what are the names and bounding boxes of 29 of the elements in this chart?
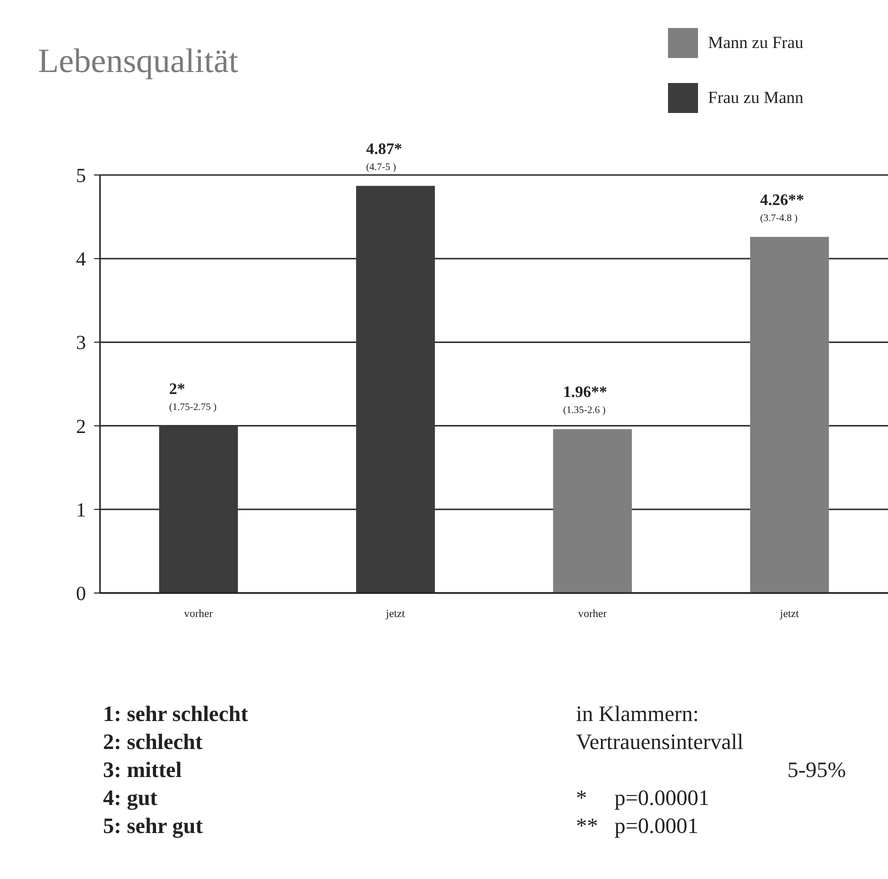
x-tick-label: vorher: [578, 608, 608, 620]
text: 3: mittel: [103, 757, 182, 782]
x-tick-label: jetzt: [779, 608, 799, 620]
x-tick-label: jetzt: [385, 608, 405, 620]
text: 5-95%: [787, 757, 846, 782]
y-tick-label: 1: [76, 499, 86, 522]
y-tick-label: 5: [76, 165, 86, 187]
data-label: 4.87* (4.7-5 ): [366, 140, 402, 173]
legend-label: Frau zu Mann: [708, 88, 804, 107]
bar: [750, 236, 829, 593]
text: Vertrauensintervall: [576, 729, 744, 754]
x-tick-label: vorher: [184, 608, 214, 620]
data-label: 1.96** (1.35-2.6 ): [563, 384, 608, 416]
y-tick-label: 0: [76, 583, 86, 605]
data-label: 2* (1.75-2.75 ): [169, 380, 217, 413]
text: 4: gut: [103, 785, 158, 810]
data-label: 4.26** (3.7-4.8 ): [760, 192, 804, 224]
bar: [553, 429, 632, 593]
y-tick-label: 3: [76, 332, 86, 354]
y-tick-label: 4: [76, 248, 86, 271]
text: in Klammern:: [576, 701, 699, 726]
chart-title: Lebensqualität: [38, 43, 239, 80]
text: 1: sehr schlecht: [103, 701, 249, 726]
text: * p=0.00001: [576, 785, 710, 810]
legend-label: Mann zu Frau: [708, 33, 804, 52]
text: ** p=0.0001: [576, 813, 698, 838]
y-tick-label: 2: [76, 416, 86, 438]
text: 2: schlecht: [103, 729, 204, 754]
text: 5: sehr gut: [103, 813, 204, 838]
